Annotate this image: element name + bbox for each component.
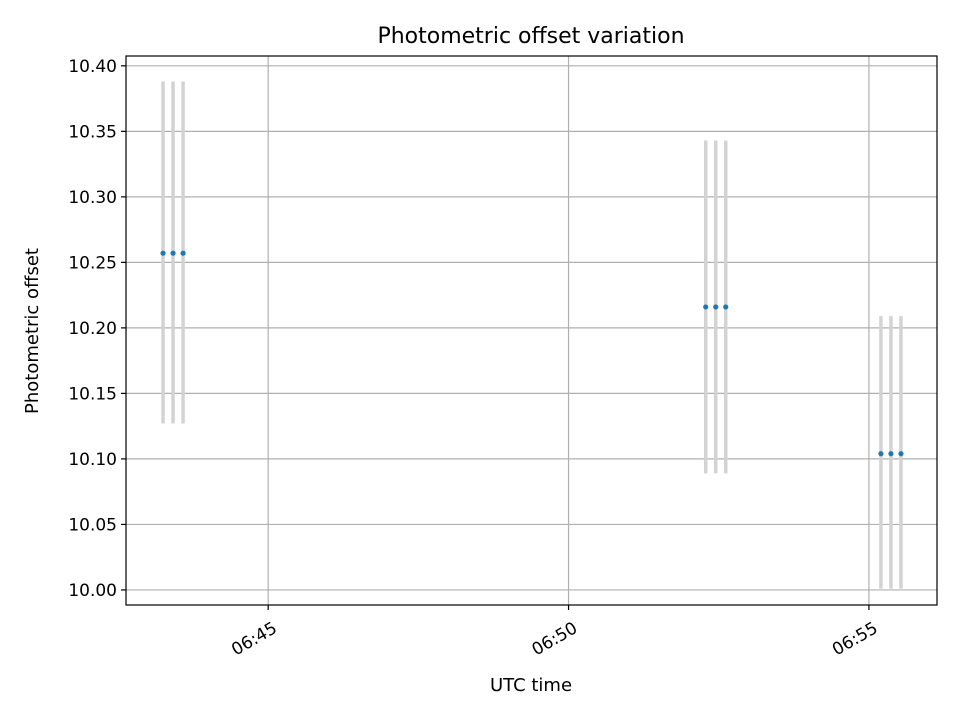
y-axis-label: Photometric offset bbox=[22, 248, 43, 414]
x-axis-label: UTC time bbox=[490, 675, 572, 696]
data-point bbox=[878, 451, 884, 457]
data-point bbox=[898, 451, 904, 457]
y-tick-label: 10.15 bbox=[68, 384, 117, 404]
data-points bbox=[160, 250, 904, 457]
data-point bbox=[713, 304, 719, 310]
y-tick-label: 10.00 bbox=[68, 581, 117, 601]
y-tick-label: 10.30 bbox=[68, 188, 117, 208]
data-point bbox=[888, 451, 894, 457]
y-axis-ticks: 10.00 10.05 10.10 10.15 10.20 10.25 10.30 10.35… bbox=[68, 57, 126, 601]
data-point bbox=[170, 250, 176, 256]
y-tick-label: 10.35 bbox=[68, 122, 117, 142]
plot-frame bbox=[125, 55, 938, 606]
y-tick-label: 10.25 bbox=[68, 253, 117, 273]
y-tick-label: 10.40 bbox=[68, 57, 117, 77]
data-point bbox=[180, 250, 186, 256]
data-point bbox=[723, 304, 729, 310]
y-tick-label: 10.20 bbox=[68, 319, 117, 339]
y-tick-label: 10.05 bbox=[68, 515, 117, 535]
y-tick-label: 10.10 bbox=[68, 450, 117, 470]
data-point bbox=[703, 304, 709, 310]
chart-title: Photometric offset variation bbox=[377, 24, 684, 49]
data-point bbox=[160, 250, 166, 256]
grid bbox=[126, 56, 937, 605]
